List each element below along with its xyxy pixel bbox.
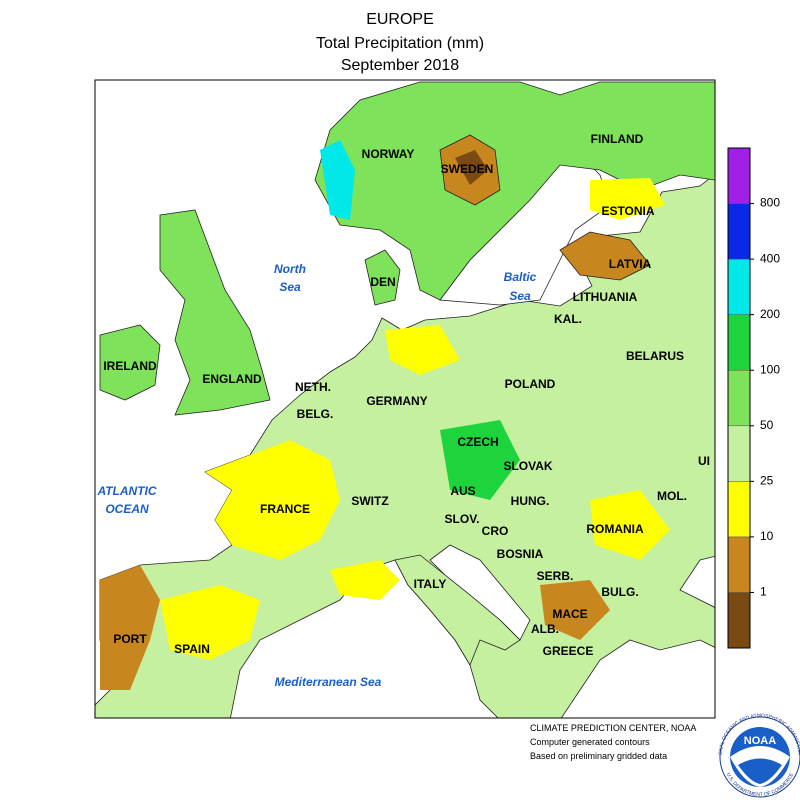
country-label: GERMANY: [366, 394, 427, 408]
logo-text: NOAA: [744, 735, 776, 747]
country-label: BELARUS: [626, 349, 684, 363]
country-label: BULG.: [601, 585, 638, 599]
title: EUROPE: [366, 11, 434, 28]
country-label: KAL.: [554, 312, 582, 326]
credit: Based on preliminary gridded data: [530, 751, 667, 761]
country-label: SLOVAK: [503, 459, 552, 473]
sea-label: Sea: [509, 289, 531, 303]
country-label: ENGLAND: [202, 372, 262, 386]
map: NORWAY SWEDEN FINLAND ESTONIA LATVIA LIT…: [94, 79, 716, 719]
country-label: SPAIN: [174, 642, 210, 656]
legend-bin: [727, 425, 751, 482]
country-label: MACE: [552, 607, 587, 621]
legend-tick-label: 1: [760, 585, 767, 599]
credit: Computer generated contours: [530, 737, 650, 747]
country-label: ALB.: [531, 622, 559, 636]
legend-tick-label: 200: [760, 307, 780, 321]
country-label: BOSNIA: [497, 547, 544, 561]
country-label: NETH.: [295, 380, 331, 394]
country-label: SLOV.: [445, 512, 480, 526]
legend-tick-label: 10: [760, 529, 774, 543]
credit: CLIMATE PREDICTION CENTER, NOAA: [530, 723, 696, 733]
country-label: GREECE: [543, 644, 594, 658]
country-label: SERB.: [537, 569, 574, 583]
legend-bin: [727, 314, 751, 371]
legend-bin: [727, 369, 751, 427]
country-label: UI: [698, 454, 710, 468]
country-label: ITALY: [414, 577, 447, 591]
country-label: ROMANIA: [586, 522, 644, 536]
legend-bin: [727, 592, 751, 649]
country-label: ESTONIA: [601, 204, 654, 218]
country-label: CRO: [482, 524, 509, 538]
country-label: HUNG.: [511, 494, 550, 508]
legend-tick-label: 25: [760, 474, 774, 488]
subtitle: Total Precipitation (mm): [316, 35, 484, 52]
sea-label: OCEAN: [105, 502, 149, 516]
sea-label: Baltic: [504, 270, 537, 284]
legend-frame: [727, 147, 751, 649]
legend-tick-label: 100: [760, 362, 780, 376]
legend-bin: [727, 147, 751, 204]
country-label: CZECH: [457, 435, 498, 449]
country-label: DEN: [370, 275, 395, 289]
period: September 2018: [341, 57, 459, 74]
legend: 1 10 25 50 100 200 400 800: [727, 147, 780, 649]
legend-bin: [727, 203, 751, 260]
country-label: FINLAND: [591, 132, 644, 146]
country-label: PORT: [113, 632, 147, 646]
country-label: MOL.: [657, 489, 687, 503]
country-label: BELG.: [297, 407, 334, 421]
country-label: IRELAND: [103, 359, 157, 373]
legend-tick-label: 800: [760, 196, 780, 210]
legend-bin: [727, 536, 751, 593]
sea-label: ATLANTIC: [96, 484, 156, 498]
legend-bin: [727, 481, 751, 538]
sea-label: Mediterranean Sea: [275, 675, 382, 689]
country-label: LITHUANIA: [573, 290, 638, 304]
legend-tick-label: 400: [760, 251, 780, 265]
country-label: SWEDEN: [441, 162, 494, 176]
country-label: SWITZ: [351, 494, 388, 508]
country-label: AUS: [450, 484, 475, 498]
legend-tick-label: 50: [760, 418, 774, 432]
country-label: FRANCE: [260, 502, 310, 516]
country-label: LATVIA: [609, 257, 652, 271]
country-label: NORWAY: [362, 147, 415, 161]
sea-label: Sea: [279, 280, 301, 294]
sea-label: North: [274, 262, 306, 276]
legend-bin: [727, 258, 751, 315]
country-label: POLAND: [505, 377, 556, 391]
